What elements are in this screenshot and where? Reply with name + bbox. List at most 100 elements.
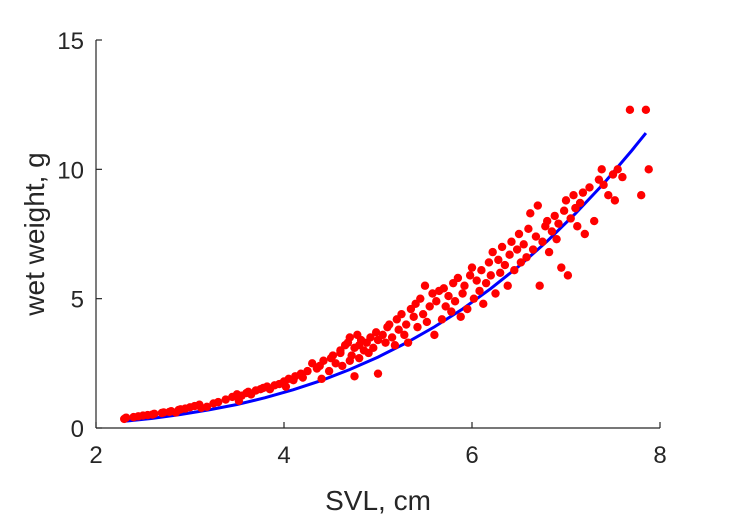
y-ticks: 0 5 10 15 [57, 28, 102, 443]
data-point [202, 402, 212, 411]
data-point [550, 211, 559, 221]
data-point [422, 317, 432, 327]
data-point [488, 247, 497, 257]
data-point [328, 351, 338, 360]
data-point [618, 172, 627, 182]
data-point [569, 191, 578, 200]
data-point [150, 409, 159, 418]
data-point [512, 245, 522, 254]
data-point [400, 330, 409, 340]
data-point [366, 333, 375, 342]
data-point [479, 299, 488, 309]
data-point [610, 196, 620, 205]
x-axis-label: SVL, cm [325, 485, 431, 516]
data-point [510, 266, 519, 275]
data-point [528, 245, 538, 254]
data-point [298, 373, 307, 382]
data-point [444, 291, 453, 301]
data-point [516, 258, 526, 267]
data-point [425, 302, 434, 311]
data-point [381, 338, 390, 347]
data-point [491, 289, 500, 298]
data-point [524, 224, 533, 234]
data-point [409, 312, 418, 321]
data-point [514, 229, 524, 239]
data-point [484, 258, 494, 267]
data-point [432, 297, 441, 306]
data-point [402, 320, 411, 329]
y-axis-label: wet weight, g [19, 152, 50, 316]
data-point [580, 229, 589, 239]
data-point [477, 266, 486, 275]
data-point [641, 105, 651, 115]
data-point [430, 330, 439, 340]
data-point [450, 297, 460, 306]
data-point [475, 286, 484, 296]
data-point [428, 289, 437, 298]
data-point [350, 372, 359, 381]
data-point [500, 260, 510, 270]
data-point [413, 322, 422, 332]
data-point [544, 247, 554, 257]
data-point [566, 214, 575, 223]
data-point [496, 268, 505, 277]
data-point [519, 240, 528, 249]
data-point [543, 216, 552, 226]
data-point [420, 281, 430, 290]
data-point [503, 281, 512, 290]
data-point [458, 289, 467, 298]
data-point [578, 188, 588, 197]
data-point [387, 333, 397, 342]
data-point [533, 201, 542, 210]
data-point [121, 413, 131, 422]
data-point [486, 271, 495, 280]
data-point [390, 341, 400, 350]
data-point [531, 232, 541, 241]
data-point [345, 333, 354, 342]
data-point [465, 271, 475, 280]
y-tick-label: 15 [57, 28, 84, 55]
data-point [507, 237, 516, 246]
data-point [441, 302, 450, 311]
x-tick-label: 6 [465, 442, 478, 469]
data-point [538, 237, 547, 246]
data-point [604, 191, 613, 200]
y-tick-label: 0 [71, 416, 84, 443]
data-point [552, 234, 561, 244]
data-point [557, 263, 566, 272]
data-point [371, 328, 381, 337]
data-point [561, 196, 571, 205]
data-point [373, 369, 383, 378]
data-point [481, 278, 491, 288]
data-point [563, 271, 573, 280]
data-point [472, 276, 481, 285]
data-point [575, 198, 585, 208]
data-point [613, 165, 622, 174]
data-point [439, 284, 448, 293]
data-point [522, 253, 531, 262]
data-point [385, 320, 394, 329]
data-point [369, 343, 378, 353]
data-point [644, 165, 653, 174]
data-point [597, 165, 606, 174]
x-tick-label: 4 [277, 442, 290, 469]
data-point [494, 255, 503, 265]
data-point [418, 309, 428, 319]
data-point [554, 219, 563, 228]
data-point [403, 338, 413, 347]
data-point [347, 351, 356, 360]
data-point [526, 209, 535, 218]
y-tick-label: 10 [57, 157, 84, 184]
data-point [338, 361, 347, 371]
data-point [463, 304, 472, 314]
data-points-layer [120, 105, 653, 424]
data-point [625, 105, 635, 115]
data-point [378, 330, 387, 340]
data-point [355, 353, 364, 363]
data-point [453, 273, 463, 283]
data-point [317, 374, 326, 384]
axes: 2 4 6 8 0 5 10 15 [57, 28, 666, 469]
data-point [469, 294, 479, 303]
data-point [559, 206, 569, 215]
